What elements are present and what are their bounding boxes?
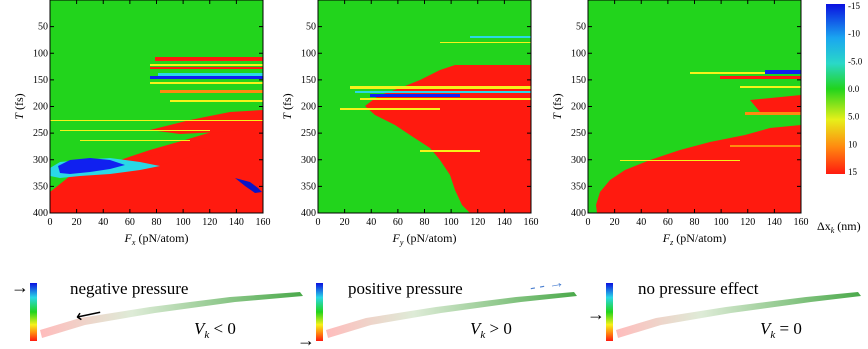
colorbar-tick-label: -10 (848, 29, 860, 39)
colorbar-gradient (826, 4, 845, 174)
y-tick-label: 100 (571, 48, 586, 59)
x-tick-label: 160 (794, 217, 809, 228)
y-tick-label: 50 (38, 22, 48, 33)
colorbar-tick-label: 15 (848, 167, 858, 177)
illustration-negative: → ⟵ negative pressure Vk < 0 (11, 277, 303, 341)
colorbar-tick-label: -5.0 (848, 56, 863, 66)
caption-negative: negative pressure (70, 279, 188, 298)
x-tick-label: 40 (366, 217, 376, 228)
x-tick-label: 140 (229, 217, 244, 228)
x-tick-label: 40 (636, 217, 646, 228)
y-tick-label: 400 (571, 208, 586, 219)
y-tick-label: 50 (576, 22, 586, 33)
vk-positive: Vk > 0 (470, 319, 512, 341)
caption-positive: positive pressure (348, 279, 463, 298)
y-axis-label: T (fs) (280, 93, 294, 119)
x-tick-label: 80 (420, 217, 430, 228)
velocity-bar (316, 283, 323, 341)
illustration-none: → no pressure effect Vk = 0 (587, 279, 861, 341)
y-tick-label: 300 (301, 155, 316, 166)
velocity-bar (606, 283, 613, 341)
y-tick-label: 50 (306, 22, 316, 33)
arrow-right-icon: → (11, 277, 29, 297)
heatmap-fx-field (50, 0, 263, 213)
x-tick-label: 120 (470, 217, 485, 228)
colorbar: -15 -10 -5.0 0.0 5.0 10 15 Δxk (nm) (817, 1, 863, 235)
y-tick-label: 150 (571, 75, 586, 86)
y-tick-label: 400 (301, 208, 316, 219)
arrow-right-icon: → (587, 304, 605, 324)
nanotube-icon (40, 292, 303, 338)
arrow-right-icon: → (297, 330, 315, 349)
x-tick-label: 140 (497, 217, 512, 228)
x-tick-label: 40 (98, 217, 108, 228)
x-axis-label: Fx (pN/atom) (124, 231, 189, 247)
x-tick-label: 0 (586, 217, 591, 228)
x-tick-label: 20 (610, 217, 620, 228)
colorbar-tick-label: 0.0 (848, 84, 860, 94)
heatmap-panel-fz: 0 20 40 60 80 100 120 140 160 50 100 150 200 250 300 35… (550, 0, 809, 247)
x-axis-label: Fz (pN/atom) (662, 231, 726, 247)
colorbar-tick-label: 10 (848, 139, 858, 149)
x-tick-label: 100 (444, 217, 459, 228)
y-tick-label: 250 (301, 128, 316, 139)
y-axis-label: T (fs) (12, 93, 26, 119)
y-tick-label: 150 (33, 75, 48, 86)
y-tick-label: 350 (33, 181, 48, 192)
heatmap-fz-field (588, 0, 801, 213)
x-tick-label: 60 (663, 217, 673, 228)
colorbar-label: Δxk (nm) (817, 219, 861, 235)
y-tick-label: 200 (571, 102, 586, 113)
x-tick-label: 0 (316, 217, 321, 228)
y-tick-label: 250 (33, 128, 48, 139)
x-tick-label: 160 (524, 217, 539, 228)
y-tick-label: 200 (301, 102, 316, 113)
x-tick-label: 100 (714, 217, 729, 228)
y-tick-label: 350 (301, 181, 316, 192)
x-tick-label: 80 (690, 217, 700, 228)
heatmap-fy-field (318, 0, 531, 213)
vk-none: Vk = 0 (760, 319, 802, 341)
x-tick-label: 120 (202, 217, 217, 228)
caption-none: no pressure effect (638, 279, 759, 298)
nanotube-icon (616, 292, 861, 338)
y-tick-label: 400 (33, 208, 48, 219)
x-tick-label: 140 (767, 217, 782, 228)
y-tick-label: 300 (33, 155, 48, 166)
x-axis-label: Fy (pN/atom) (392, 231, 457, 247)
y-tick-label: 200 (33, 102, 48, 113)
colorbar-tick-label: 5.0 (848, 112, 860, 122)
y-tick-label: 250 (571, 128, 586, 139)
x-tick-label: 0 (48, 217, 53, 228)
heatmap-panel-fx: 0 20 40 60 80 100 120 140 160 50 100 150 200 250 300 35… (12, 0, 271, 247)
y-tick-label: 300 (571, 155, 586, 166)
x-tick-label: 60 (125, 217, 135, 228)
heatmap-panel-fy: 0 20 40 60 80 100 120 140 160 50 100 150 200 250 300 35… (280, 0, 539, 247)
x-tick-label: 100 (176, 217, 191, 228)
nanotube-icon (326, 292, 577, 338)
arrow-dashed-icon: - - → (529, 274, 566, 297)
y-tick-label: 150 (301, 75, 316, 86)
x-tick-label: 20 (340, 217, 350, 228)
x-tick-label: 120 (740, 217, 755, 228)
y-axis-label: T (fs) (550, 93, 564, 119)
x-tick-label: 20 (72, 217, 82, 228)
y-tick-label: 350 (571, 181, 586, 192)
x-tick-label: 160 (256, 217, 271, 228)
x-tick-label: 60 (393, 217, 403, 228)
arrow-left-icon: ⟵ (74, 302, 103, 327)
velocity-bar (30, 283, 37, 341)
y-tick-label: 100 (301, 48, 316, 59)
colorbar-tick-label: -15 (848, 1, 860, 11)
x-tick-label: 80 (152, 217, 162, 228)
illustration-positive: → - - → positive pressure Vk > 0 (297, 274, 577, 349)
y-tick-label: 100 (33, 48, 48, 59)
vk-negative: Vk < 0 (194, 319, 236, 341)
